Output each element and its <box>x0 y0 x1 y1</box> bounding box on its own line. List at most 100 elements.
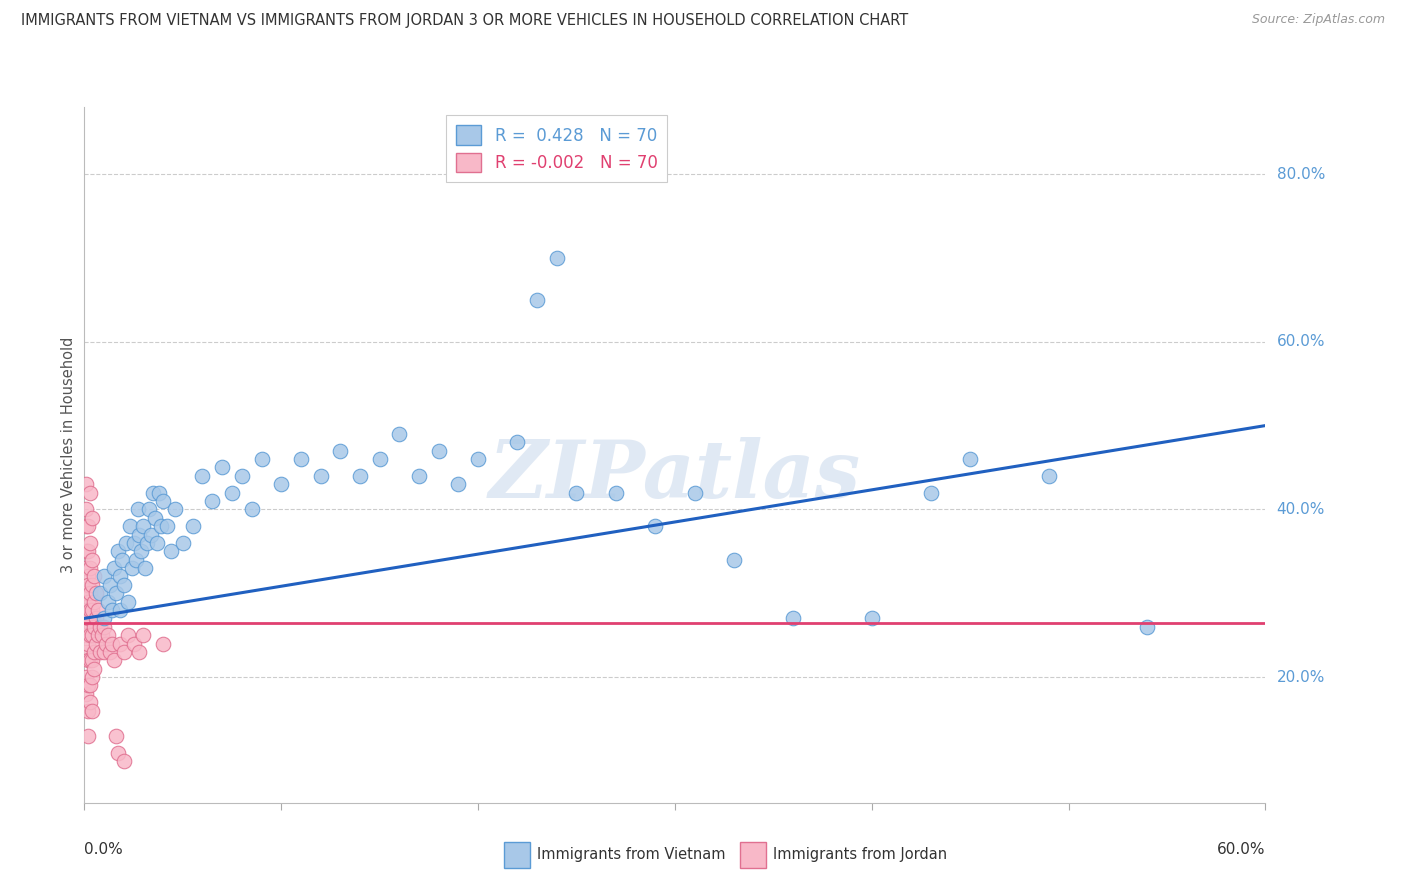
Point <box>79 536 101 550</box>
Point <box>108 603 131 617</box>
Point <box>93 645 115 659</box>
Text: 60.0%: 60.0% <box>1218 842 1265 856</box>
Point <box>427 443 450 458</box>
Point <box>77 544 100 558</box>
Point <box>97 628 120 642</box>
Point <box>132 628 155 642</box>
Point <box>83 662 105 676</box>
Point <box>77 594 100 608</box>
Point <box>77 636 100 650</box>
Point <box>83 569 105 583</box>
Point <box>77 611 100 625</box>
Point <box>683 485 706 500</box>
Point <box>388 427 411 442</box>
Point <box>127 502 149 516</box>
Point <box>309 468 332 483</box>
Point <box>111 552 134 566</box>
Text: Immigrants from Jordan: Immigrants from Jordan <box>773 847 948 863</box>
Point <box>191 468 214 483</box>
Point <box>152 636 174 650</box>
Point <box>136 536 159 550</box>
Text: ZIPatlas: ZIPatlas <box>489 437 860 515</box>
Point <box>101 603 124 617</box>
Point <box>77 729 100 743</box>
Point <box>75 544 97 558</box>
Point <box>163 502 186 516</box>
Point <box>128 527 150 541</box>
Point <box>108 636 131 650</box>
Point <box>131 544 153 558</box>
Point <box>82 552 104 566</box>
Point <box>79 653 101 667</box>
Point <box>98 578 121 592</box>
Point <box>117 628 139 642</box>
Point <box>77 578 100 592</box>
Point <box>108 569 131 583</box>
Text: 60.0%: 60.0% <box>1277 334 1324 350</box>
Point <box>87 603 110 617</box>
Point <box>93 569 115 583</box>
Point <box>75 603 97 617</box>
Point <box>84 636 107 650</box>
Point <box>118 519 141 533</box>
Point <box>231 468 253 483</box>
Point <box>75 586 97 600</box>
Point <box>97 594 120 608</box>
Point <box>128 645 150 659</box>
Point <box>87 628 110 642</box>
Point <box>122 536 145 550</box>
Point <box>107 544 129 558</box>
Point <box>75 561 97 575</box>
Point <box>122 636 145 650</box>
Point <box>89 620 111 634</box>
Point <box>506 435 529 450</box>
Point <box>860 611 883 625</box>
Point <box>546 251 568 265</box>
Point <box>150 519 173 533</box>
Point <box>75 645 97 659</box>
Point <box>79 678 101 692</box>
Point <box>270 477 292 491</box>
Point <box>84 611 107 625</box>
Point <box>77 678 100 692</box>
Point <box>959 452 981 467</box>
Point <box>82 653 104 667</box>
Point <box>782 611 804 625</box>
Point <box>91 628 114 642</box>
Point <box>221 485 243 500</box>
Point <box>79 586 101 600</box>
Point <box>82 578 104 592</box>
FancyBboxPatch shape <box>503 842 530 868</box>
Point <box>156 519 179 533</box>
Point <box>141 527 163 541</box>
Point <box>134 561 156 575</box>
Y-axis label: 3 or more Vehicles in Household: 3 or more Vehicles in Household <box>60 337 76 573</box>
Point <box>201 494 224 508</box>
Point <box>112 645 135 659</box>
Point <box>77 653 100 667</box>
Point <box>211 460 233 475</box>
Text: Source: ZipAtlas.com: Source: ZipAtlas.com <box>1251 13 1385 27</box>
Point <box>143 510 166 524</box>
Point <box>104 729 127 743</box>
Point <box>565 485 588 500</box>
Text: 20.0%: 20.0% <box>1277 670 1324 684</box>
Legend: R =  0.428   N = 70, R = -0.002   N = 70: R = 0.428 N = 70, R = -0.002 N = 70 <box>446 115 668 182</box>
Point <box>83 594 105 608</box>
Point <box>93 611 115 625</box>
Point <box>79 603 101 617</box>
Text: 0.0%: 0.0% <box>84 842 124 856</box>
Point <box>152 494 174 508</box>
Point <box>89 645 111 659</box>
Point <box>84 586 107 600</box>
Point <box>94 636 117 650</box>
Point <box>75 670 97 684</box>
Point <box>132 519 155 533</box>
Point <box>181 519 204 533</box>
Point <box>77 569 100 583</box>
Point <box>1038 468 1060 483</box>
Point <box>83 645 105 659</box>
Point <box>82 670 104 684</box>
Point <box>98 645 121 659</box>
Point <box>138 502 160 516</box>
